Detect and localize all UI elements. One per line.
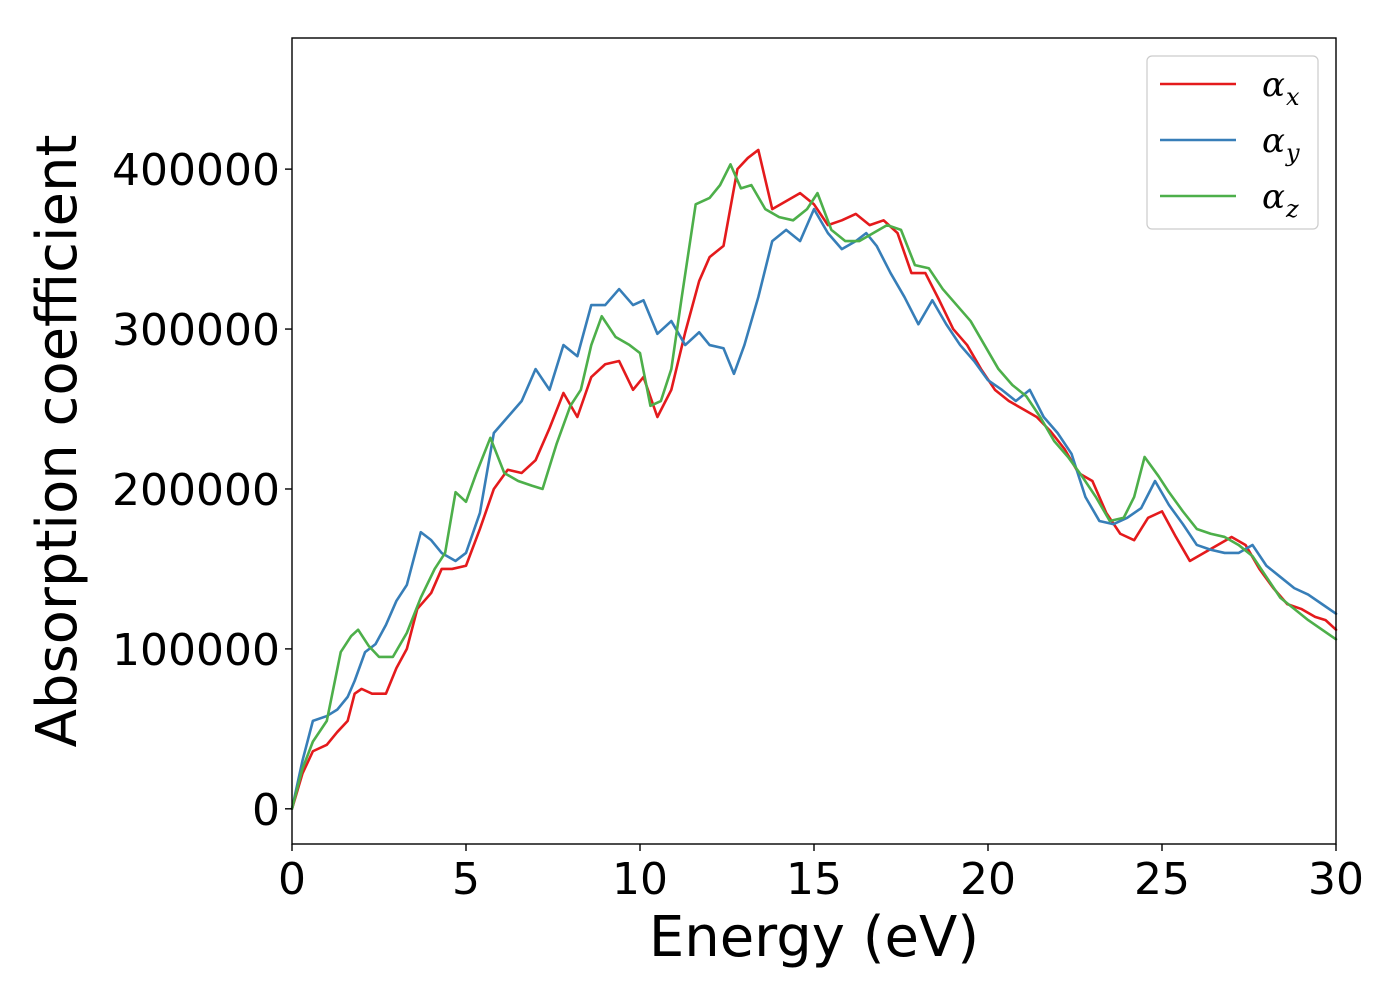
x-tick-label: 0: [278, 854, 306, 905]
series-layer: [290, 148, 1338, 811]
x-tick-label: 20: [960, 854, 1016, 905]
legend-subscript-z: z: [1285, 195, 1299, 223]
legend-label-x: αx: [1262, 65, 1300, 111]
series-line-z: [290, 163, 1338, 811]
ticks-layer: 0 5 10 15 20 25 30 0 100000 200000 300000 400000: [112, 145, 1364, 905]
x-axis-title: Energy (eV): [649, 905, 979, 970]
y-tick-label: 300000: [112, 305, 280, 356]
legend-box: [1146, 55, 1319, 230]
y-tick-label: 200000: [112, 465, 280, 516]
legend-subscript-y: y: [1285, 139, 1300, 167]
x-tick-label: 30: [1308, 854, 1364, 905]
x-tick-label: 25: [1134, 854, 1190, 905]
x-tick-label: 5: [452, 854, 480, 905]
x-tick-label: 15: [786, 854, 842, 905]
y-tick-label: 400000: [112, 145, 280, 196]
series-line-x: [290, 148, 1338, 811]
y-axis-title: Absorption coefficient: [25, 135, 90, 748]
y-tick-label: 100000: [112, 625, 280, 676]
y-tick-label: 0: [252, 785, 280, 836]
x-tick-label: 10: [612, 854, 668, 905]
series-line-y: [290, 207, 1338, 811]
legend-subscript-x: x: [1286, 83, 1300, 111]
